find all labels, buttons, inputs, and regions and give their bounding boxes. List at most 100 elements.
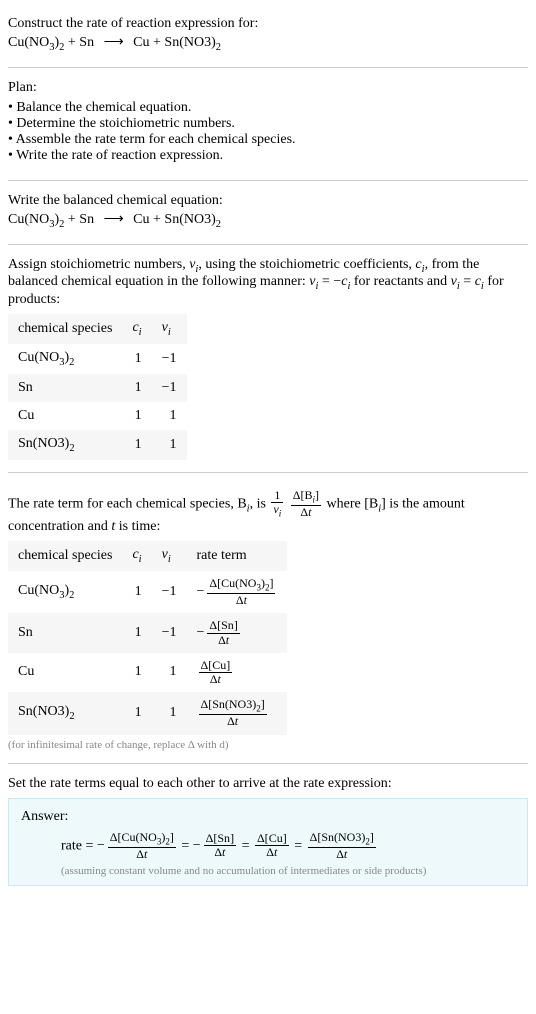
rate-fraction: Δ[Cu(NO3)2]Δt [106,831,178,861]
text: Δ[ [206,831,218,845]
text: , is [250,496,270,511]
text: Cu(NO [221,576,256,590]
var-t: t [244,593,247,607]
text: Sn [217,831,230,845]
cell-species: Cu(NO3)2 [8,571,122,613]
table-row: Sn 1 −1 [8,374,187,402]
table-row: Cu 1 1 Δ[Cu]Δt [8,653,287,692]
cell-vi: −1 [152,613,187,652]
var-t: t [344,847,347,861]
rate-fraction: Δ[Cu(NO3)2]Δt [205,577,277,607]
text: = − [318,274,341,289]
cell-species: Sn [8,374,122,402]
text: ] [234,618,238,632]
text: Δ [266,845,274,859]
frac-num: Δ[Sn(NO3)2] [199,698,267,714]
cell-species: Sn(NO3)2 [8,430,122,460]
text: ] [269,576,273,590]
col-ci: ci [122,314,151,344]
minus-sign: − [197,625,206,640]
cell-ci: 1 [122,374,151,402]
table-row: Cu 1 1 [8,402,187,430]
cell-vi: −1 [152,571,187,613]
text: Δ[B [293,488,313,502]
frac-num: Δ[Cu] [255,832,289,845]
col-ci: ci [122,541,151,571]
table-row: Sn(NO3)2 1 1 [8,430,187,460]
table-caption: (for infinitesimal rate of change, repla… [8,739,528,751]
text: Sn [221,618,234,632]
var-t: t [222,845,225,859]
frac-den: Δt [255,845,289,859]
cell-rate: Δ[Sn(NO3)2]Δt [187,692,288,734]
text: Δ[ [209,618,221,632]
text: The rate term for each chemical species,… [8,496,247,511]
cell-ci: 1 [122,571,151,613]
stoich-table-1: chemical species ci νi Cu(NO3)2 1 −1 Sn … [8,314,187,459]
cell-ci: 1 [122,653,151,692]
eq-sub: 2 [216,42,221,53]
cell-vi: 1 [152,692,187,734]
frac-den: νi [271,502,283,519]
eq-text: Cu + Sn(NO3) [130,35,216,50]
separator [8,472,528,473]
cell-species: Sn(NO3)2 [8,692,122,734]
set-terms-text: Set the rate terms equal to each other t… [8,776,528,792]
var-t: t [235,714,238,728]
cell-species: Cu(NO3)2 [8,344,122,374]
minus-sign: − [197,584,206,599]
table-row: Sn 1 −1 −Δ[Sn]Δt [8,613,287,652]
frac-den: Δt [199,714,267,728]
text: Δ[ [201,697,213,711]
cell-vi: 1 [152,653,187,692]
var-t: t [144,847,147,861]
eq-text: Cu(NO [8,35,49,50]
answer-rate-expression: rate = −Δ[Cu(NO3)2]Δt = −Δ[Sn]Δt = Δ[Cu]… [21,831,515,861]
text: is time: [115,519,160,534]
text: Δ [218,633,226,647]
plan-item: Determine the stoichiometric numbers. [8,116,528,132]
plan-item: Balance the chemical equation. [8,100,528,116]
answer-box: Answer: rate = −Δ[Cu(NO3)2]Δt = −Δ[Sn]Δt… [8,798,528,886]
text: ] [226,658,230,672]
var-t: t [218,672,221,686]
text: Cu(NO [122,830,157,844]
plan-item: Write the rate of reaction expression. [8,148,528,164]
table-row: Sn(NO3)2 1 1 Δ[Sn(NO3)2]Δt [8,692,287,734]
cell-vi: 1 [152,402,187,430]
equals: = [294,838,305,853]
cell-ci: 1 [122,692,151,734]
text: ] [315,488,319,502]
arrow-icon: ⟶ [98,35,130,50]
cell-rate: −Δ[Sn]Δt [187,613,288,652]
equals: = [181,838,192,853]
text: Sn(NO3) [18,704,69,719]
cell-ci: 1 [122,613,151,652]
var-sub: i [139,327,142,338]
plan-list: Balance the chemical equation. Determine… [8,100,528,164]
frac-den: Δt [199,672,233,686]
var-sub: i [168,327,171,338]
rate-fraction: Δ[Cu]Δt [197,659,235,686]
sub: i [168,554,171,565]
assign-text: Assign stoichiometric numbers, νi, using… [8,257,528,309]
text: Sn(NO3) [321,830,365,844]
frac-num: Δ[Cu(NO3)2] [207,577,275,593]
col-rate: rate term [187,541,288,571]
text: Δ [136,847,144,861]
cell-rate: −Δ[Cu(NO3)2]Δt [187,571,288,613]
eq-text: + Sn [64,35,97,50]
rate-fraction: Δ[Sn(NO3)2]Δt [197,698,269,728]
frac-den: Δt [108,847,176,861]
plan-item: Assemble the rate term for each chemical… [8,132,528,148]
text: , using the stoichiometric coefficients, [198,257,415,272]
sub: i [139,554,142,565]
text: Δ [227,714,235,728]
fraction-dB-dt: Δ[Bi] Δt [289,489,323,519]
separator [8,67,528,68]
table-row: Cu(NO3)2 1 −1 −Δ[Cu(NO3)2]Δt [8,571,287,613]
text: ] [261,697,265,711]
set-terms-section: Set the rate terms equal to each other t… [8,768,528,894]
frac-num: Δ[Sn] [207,619,239,632]
frac-num: Δ[Cu] [199,659,233,672]
